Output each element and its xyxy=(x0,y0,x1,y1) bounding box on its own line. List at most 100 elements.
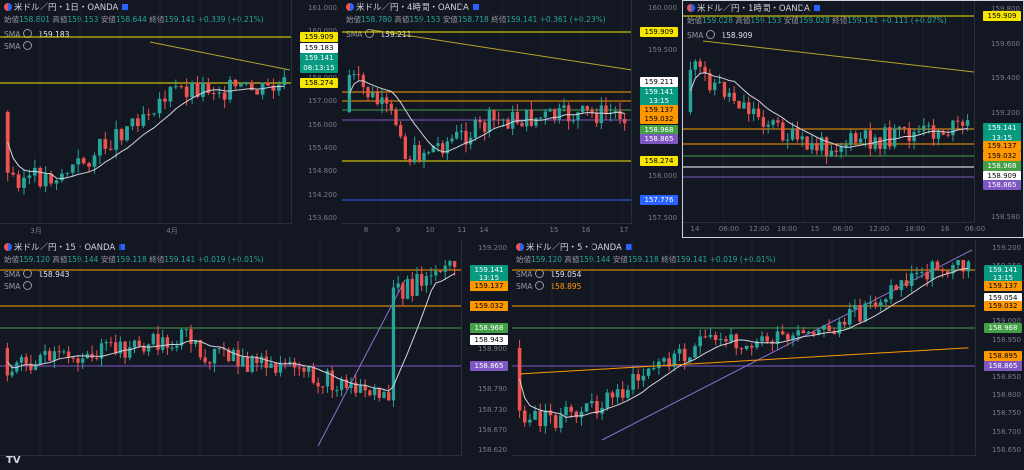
candle-body xyxy=(590,110,594,114)
price-tick-label: 158.000 xyxy=(648,172,677,180)
candle-body xyxy=(292,361,297,368)
price-chart-canvas[interactable] xyxy=(0,0,292,224)
price-tick-label: 159.200 xyxy=(992,244,1021,252)
candle-body xyxy=(755,341,759,348)
bookmark-flag-icon[interactable] xyxy=(122,4,129,10)
candle-body xyxy=(567,105,571,122)
visibility-eye-icon[interactable] xyxy=(706,30,716,39)
price-tick-label: 159.800 xyxy=(991,5,1020,13)
candle-body xyxy=(734,334,739,349)
price-axis[interactable]: 159.800159.600159.400159.200159.000158.8… xyxy=(974,1,1023,223)
sma-indicator-legend[interactable]: SMA xyxy=(4,281,33,292)
candle-body xyxy=(574,411,579,418)
candle-body xyxy=(385,97,389,104)
visibility-eye-icon[interactable] xyxy=(535,281,545,290)
candle-body xyxy=(557,107,561,120)
price-chart-canvas[interactable] xyxy=(342,0,632,224)
chart-title[interactable]: 米ドル／円・1時間・OANDA xyxy=(687,3,820,15)
candle-body xyxy=(429,275,433,277)
visibility-eye-icon[interactable] xyxy=(23,281,33,290)
price-tick-label: 158.730 xyxy=(478,405,507,414)
chart-title[interactable]: 米ドル／円・15・OANDA xyxy=(4,242,126,254)
chart-pane-15m[interactable]: 米ドル／円・15・OANDA 始値159.120 高値159.144 安値159.… xyxy=(0,240,510,470)
time-axis[interactable]: 8 9 10 11 14 15 16 17 xyxy=(342,223,632,238)
price-axis[interactable]: 159.200159.150159.100159.050159.000158.9… xyxy=(975,240,1024,456)
price-tick-label: 159.500 xyxy=(648,46,677,54)
price-tick-label: 159.600 xyxy=(991,39,1020,48)
candle-body xyxy=(907,128,911,142)
time-axis[interactable] xyxy=(0,455,462,470)
candle-body xyxy=(438,270,443,272)
candle-body xyxy=(165,337,170,348)
candle-body xyxy=(786,334,790,340)
candle-body xyxy=(888,127,892,147)
chart-title[interactable]: 米ドル／円・4時間・OANDA xyxy=(346,2,479,14)
bookmark-flag-icon[interactable] xyxy=(119,244,126,250)
chart-title[interactable]: 米ドル／円・1日・OANDA xyxy=(4,2,129,14)
price-chart-canvas[interactable] xyxy=(0,240,462,456)
candle-body xyxy=(739,348,744,350)
candle-body xyxy=(33,364,38,371)
symbol-title: 米ドル／円・15・OANDA xyxy=(14,243,116,253)
sma-line-long xyxy=(519,347,969,375)
chart-title[interactable]: 米ドル／円・5・OANDA xyxy=(516,242,632,254)
price-label-tag: 159.141 xyxy=(984,265,1022,275)
visibility-eye-icon[interactable] xyxy=(365,29,375,38)
candle-body xyxy=(118,341,123,354)
candle-body xyxy=(945,271,950,274)
candle-body xyxy=(926,125,931,127)
chart-pane-1h[interactable]: 米ドル／円・1時間・OANDA 始値159.028 高値159.153 安値159… xyxy=(682,0,1024,238)
candle-body xyxy=(534,118,538,126)
candle-body xyxy=(795,128,800,140)
price-label-tag: 159.909 xyxy=(300,32,338,42)
price-label-tag: 159.032 xyxy=(983,151,1021,161)
candle-body xyxy=(620,389,625,398)
time-axis[interactable]: 3月 4月 xyxy=(0,223,292,238)
sma-indicator-legend[interactable]: SMA 158.895 xyxy=(516,281,582,291)
price-axis[interactable]: 161.000160.000159.000158.000157.000156.0… xyxy=(291,0,340,224)
bookmark-flag-icon[interactable] xyxy=(472,4,479,10)
price-tick-label: 158.750 xyxy=(992,409,1021,418)
chart-pane-4h[interactable]: 米ドル／円・4時間・OANDA 始値158.780 高値159.153 安値158… xyxy=(342,0,680,238)
time-tick-label: 18:00 xyxy=(904,225,926,233)
candle-body xyxy=(394,109,398,125)
price-label-tag: 159.211 xyxy=(640,77,678,87)
chart-pane-daily[interactable]: 米ドル／円・1日・OANDA 始値158.801 高値159.153 安値158.… xyxy=(0,0,340,238)
time-axis[interactable]: 14 06:00 12:00 18:00 15 06:00 12:00 18:00 16 06:0… xyxy=(683,222,985,237)
candle-body xyxy=(459,130,463,132)
candle-body xyxy=(141,114,146,127)
candle-body xyxy=(884,299,888,303)
bookmark-flag-icon[interactable] xyxy=(813,5,820,11)
price-chart-canvas[interactable] xyxy=(683,1,975,223)
candle-body xyxy=(559,415,563,428)
sma-line xyxy=(7,85,285,180)
candle-body xyxy=(713,82,717,91)
price-label-tag: 158.865 xyxy=(984,361,1022,371)
price-label-tag: 158.968 xyxy=(984,323,1022,333)
candle-body xyxy=(889,285,893,300)
visibility-eye-icon[interactable] xyxy=(23,41,33,50)
chart-pane-5m[interactable]: 米ドル／円・5・OANDA 始値159.120 高値159.144 安値159.1… xyxy=(512,240,1024,470)
candle-body xyxy=(576,112,580,121)
candle-body xyxy=(904,280,909,286)
time-axis[interactable] xyxy=(512,455,976,470)
candle-body xyxy=(163,98,167,102)
candle-body xyxy=(724,339,728,342)
candle-body xyxy=(60,173,64,181)
candle-body xyxy=(878,137,882,149)
time-tick-label: 8 xyxy=(363,226,369,234)
sma-indicator-legend[interactable]: SMA 158.909 xyxy=(687,30,753,40)
sma-indicator-legend[interactable]: SMA 159.211 xyxy=(346,29,412,39)
price-axis[interactable]: 160.000159.500159.000158.500158.000157.5… xyxy=(631,0,680,224)
price-label-tag: 159.909 xyxy=(640,27,678,37)
sma-indicator-legend[interactable]: SMA xyxy=(4,41,33,52)
bookmark-flag-icon[interactable] xyxy=(625,244,632,250)
candle-body xyxy=(951,265,955,274)
price-label-tag: 13:15 xyxy=(640,96,678,106)
candle-body xyxy=(431,145,435,153)
price-chart-canvas[interactable] xyxy=(512,240,976,456)
price-axis[interactable]: 159.200159.100159.055159.000158.970158.9… xyxy=(461,240,510,456)
candle-body xyxy=(76,358,80,363)
candle-body xyxy=(434,270,438,276)
price-tick-label: 154.200 xyxy=(308,190,337,199)
